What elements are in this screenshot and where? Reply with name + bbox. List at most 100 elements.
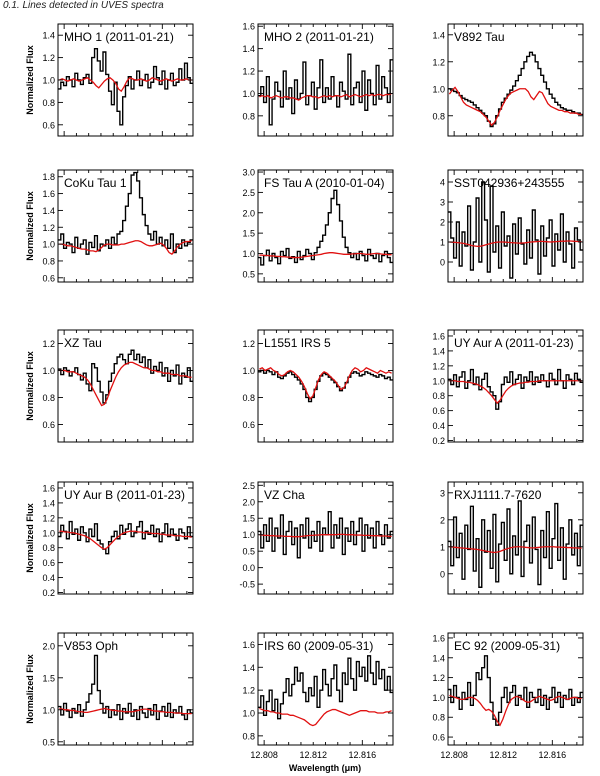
y-tick-label: 0.2 [42,588,55,598]
y-tick-label: 1.4 [242,44,255,54]
y-tick-label: 1.2 [42,53,55,63]
model-series-line [448,86,582,127]
observed-series-line [258,53,393,126]
y-tick-label: 1.6 [432,331,445,341]
y-tick-label: 1 [440,542,445,552]
y-tick-label: 2.5 [242,481,255,491]
y-tick-label: 1.2 [42,339,55,349]
observed-series-line [258,189,393,266]
spectrum-panel: 0.5 1.0 1.5 2.0 2.5 3.0 FS Tau A (2010-01-04) [242,168,394,283]
y-tick-label: 1.4 [242,663,255,673]
y-tick-label: 1.4 [432,346,445,356]
model-series-line [59,240,192,256]
observed-series-line [258,369,393,403]
panel-title: MHO 1 (2011-01-21) [64,30,174,44]
y-tick-label: 1.0 [42,76,55,86]
panel-title: V853 Oph [64,639,118,653]
x-tick-label: 12.816 [539,750,567,760]
spectrum-panel: 0.5 1.0 1.5 2.0 V853 Oph Normalized Flux [25,632,194,747]
y-tick-label: 1.0 [242,709,255,719]
model-series-line [449,380,582,405]
y-tick-label: 1.4 [432,30,445,40]
x-tick-label: 12.808 [440,750,468,760]
y-tick-label: 0.2 [432,436,445,446]
panel-title: IRS 60 (2009-05-31) [264,639,373,653]
y-tick-label: 0.8 [42,98,55,108]
y-tick-label: 0.8 [242,393,255,403]
y-tick-label: 1.0 [432,84,445,94]
y-tick-label: 1.2 [432,361,445,371]
y-tick-label: 0.6 [42,273,55,283]
model-series-line [259,252,392,259]
spectrum-panel: 0.6 0.8 1.0 1.2 L1551 IRS 5 [242,329,394,443]
y-tick-label: 0.8 [432,713,445,723]
spectrum-panel: 0.6 0.8 1.0 1.2 1.4 1.6 12.808 12.812 12.816 EC 9… [432,632,584,760]
spectrum-panel: 0.6 0.8 1.0 1.2 1.4 1.6 1.8 CoKu Tau 1 Normalize… [25,169,194,283]
y-tick-label: 1.5 [42,673,55,683]
model-series-line [449,240,582,248]
spectrum-panel: 0 1 2 3 RXJ1111.7-7620 [440,481,584,595]
y-tick-label: 0.0 [242,563,255,573]
y-tick-label: 1.5 [242,514,255,524]
observed-series-line [258,655,393,720]
panel-title: CoKu Tau 1 [64,176,127,190]
x-tick-label: 12.812 [299,750,327,760]
y-tick-label: -0.5 [239,580,255,590]
y-tick-label: 1.0 [242,249,255,259]
y-tick-label: 1.0 [242,530,255,540]
y-tick-label: 3 [440,198,445,208]
y-tick-label: 1.6 [42,189,55,199]
y-tick-label: 0.8 [42,543,55,553]
y-tick-label: 2.0 [242,208,255,218]
y-tick-label: 1.0 [42,240,55,250]
observed-series-line [448,655,583,726]
model-series-line [259,92,392,101]
y-tick-label: 0.5 [42,737,55,747]
y-tick-label: 1.2 [242,686,255,696]
y-tick-label: 2 [440,515,445,525]
panel-title: UY Aur A (2011-01-23) [454,336,574,350]
spectrum-panel: 0 1 2 3 4 SST042936+243555 [440,169,584,283]
y-tick-label: 1.6 [242,640,255,650]
spectrum-panel: -0.5 0.0 0.5 1.0 1.5 2.0 2.5 VZ Cha [239,481,394,595]
observed-series-line [448,500,583,588]
y-tick-label: 0.8 [432,391,445,401]
y-tick-label: 0.6 [42,420,55,430]
spectrum-panel: 0.2 0.4 0.6 0.8 1.0 1.2 1.4 1.6 UY Aur B (2011-0… [25,481,194,598]
y-tick-label: 1.4 [42,31,55,41]
panel-title: XZ Tau [64,336,102,350]
model-series-line [259,533,392,538]
y-tick-label: 1.4 [432,653,445,663]
x-tick-label: 12.816 [349,750,377,760]
x-tick-label: 12.812 [489,750,517,760]
panel-title: EC 92 (2009-05-31) [454,639,560,653]
y-tick-label: 1.2 [432,673,445,683]
y-tick-label: 0.4 [42,573,55,583]
y-tick-label: 1.4 [42,206,55,216]
spectrum-panel: 0.2 0.4 0.6 0.8 1.0 1.2 1.4 1.6 UY Aur A (2011-0… [432,329,584,446]
observed-series-line [448,368,583,410]
spectrum-panel: 0.8 1.0 1.2 1.4 1.6 12.808 12.812 12.816 IRS 60 … [242,632,394,760]
y-tick-label: 1.8 [42,172,55,182]
y-axis-label: Normalized Flux [25,503,35,573]
y-tick-label: 4 [440,178,445,188]
y-tick-label: 0.8 [42,393,55,403]
section-heading: 0.1. Lines detected in UVES spectra [3,0,164,11]
observed-series-line [258,510,393,559]
y-tick-label: 1.2 [42,513,55,523]
y-tick-label: 1.6 [432,633,445,643]
y-tick-label: 1.0 [42,528,55,538]
y-tick-label: 1 [440,238,445,248]
y-tick-label: 1.2 [242,67,255,77]
panel-title: MHO 2 (2011-01-21) [264,30,374,44]
y-tick-label: 2.0 [42,641,55,651]
model-series-line [449,546,582,554]
y-axis-label: Normalized Flux [25,654,35,724]
y-tick-label: 1.6 [42,483,55,493]
model-series-line [449,694,582,727]
y-tick-label: 0.8 [42,256,55,266]
y-tick-label: 1.6 [242,22,255,32]
y-tick-label: 2.5 [242,188,255,198]
y-tick-label: 0.8 [242,111,255,121]
